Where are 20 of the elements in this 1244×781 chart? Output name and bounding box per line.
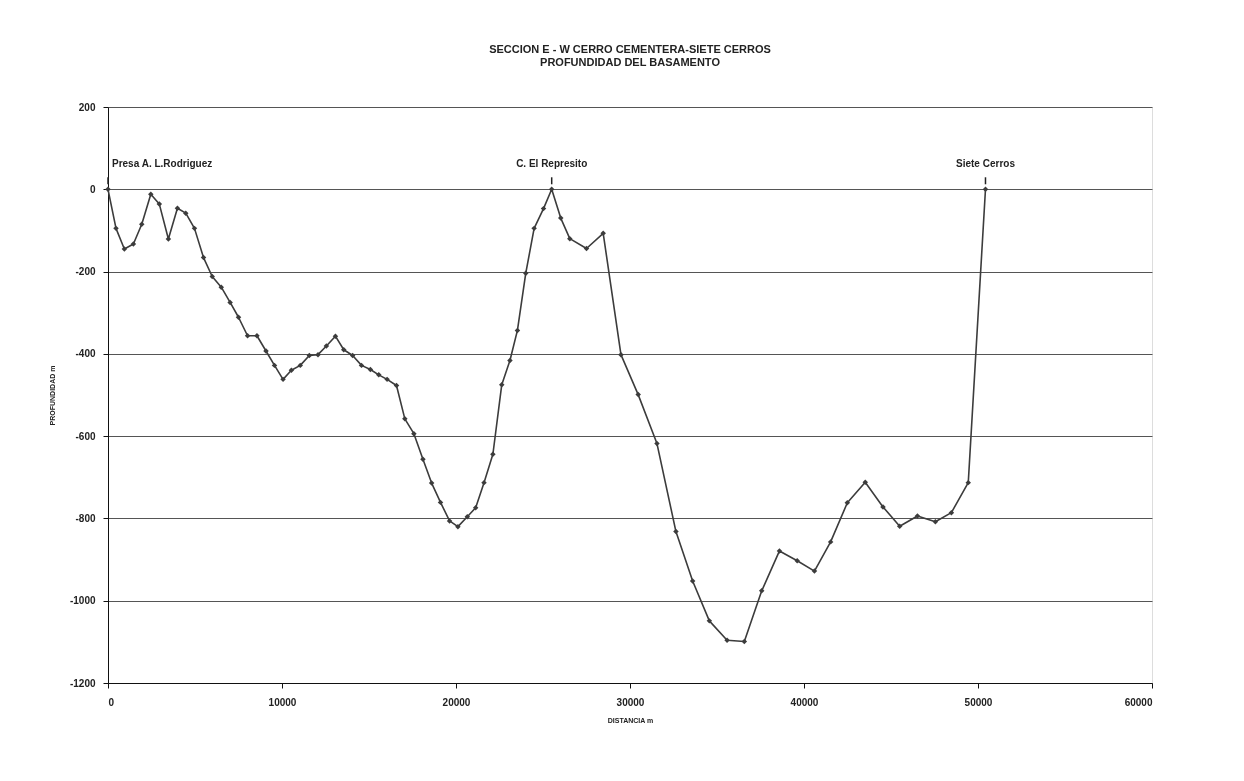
x-tick-label: 30000 — [616, 696, 645, 708]
annotation: Presa A. L.Rodriguez — [112, 158, 213, 170]
x-tick-label: 10000 — [268, 696, 297, 708]
y-tick-label: 0 — [89, 183, 96, 195]
x-tick-label: 40000 — [790, 696, 819, 708]
y-tick-label: -600 — [75, 430, 96, 442]
x-tick-label: 20000 — [442, 696, 471, 708]
chart-title: SECCION E - W CERRO CEMENTERA-SIETE CERROS — [489, 43, 771, 55]
x-tick-label: 0 — [108, 696, 115, 708]
x-tick-label: 60000 — [1124, 696, 1153, 708]
y-tick-label: -800 — [75, 512, 96, 524]
annotation: Siete Cerros — [956, 158, 1016, 170]
y-tick-label: -400 — [75, 348, 96, 360]
y-tick-label: 200 — [78, 101, 96, 113]
chart-subtitle: PROFUNDIDAD DEL BASAMENTO — [540, 56, 721, 68]
y-tick-label: -200 — [75, 266, 96, 278]
x-tick-label: 50000 — [964, 696, 993, 708]
y-tick-label: -1200 — [69, 677, 96, 689]
y-tick-label: -1000 — [69, 595, 96, 607]
annotation: C. El Represito — [516, 158, 588, 170]
